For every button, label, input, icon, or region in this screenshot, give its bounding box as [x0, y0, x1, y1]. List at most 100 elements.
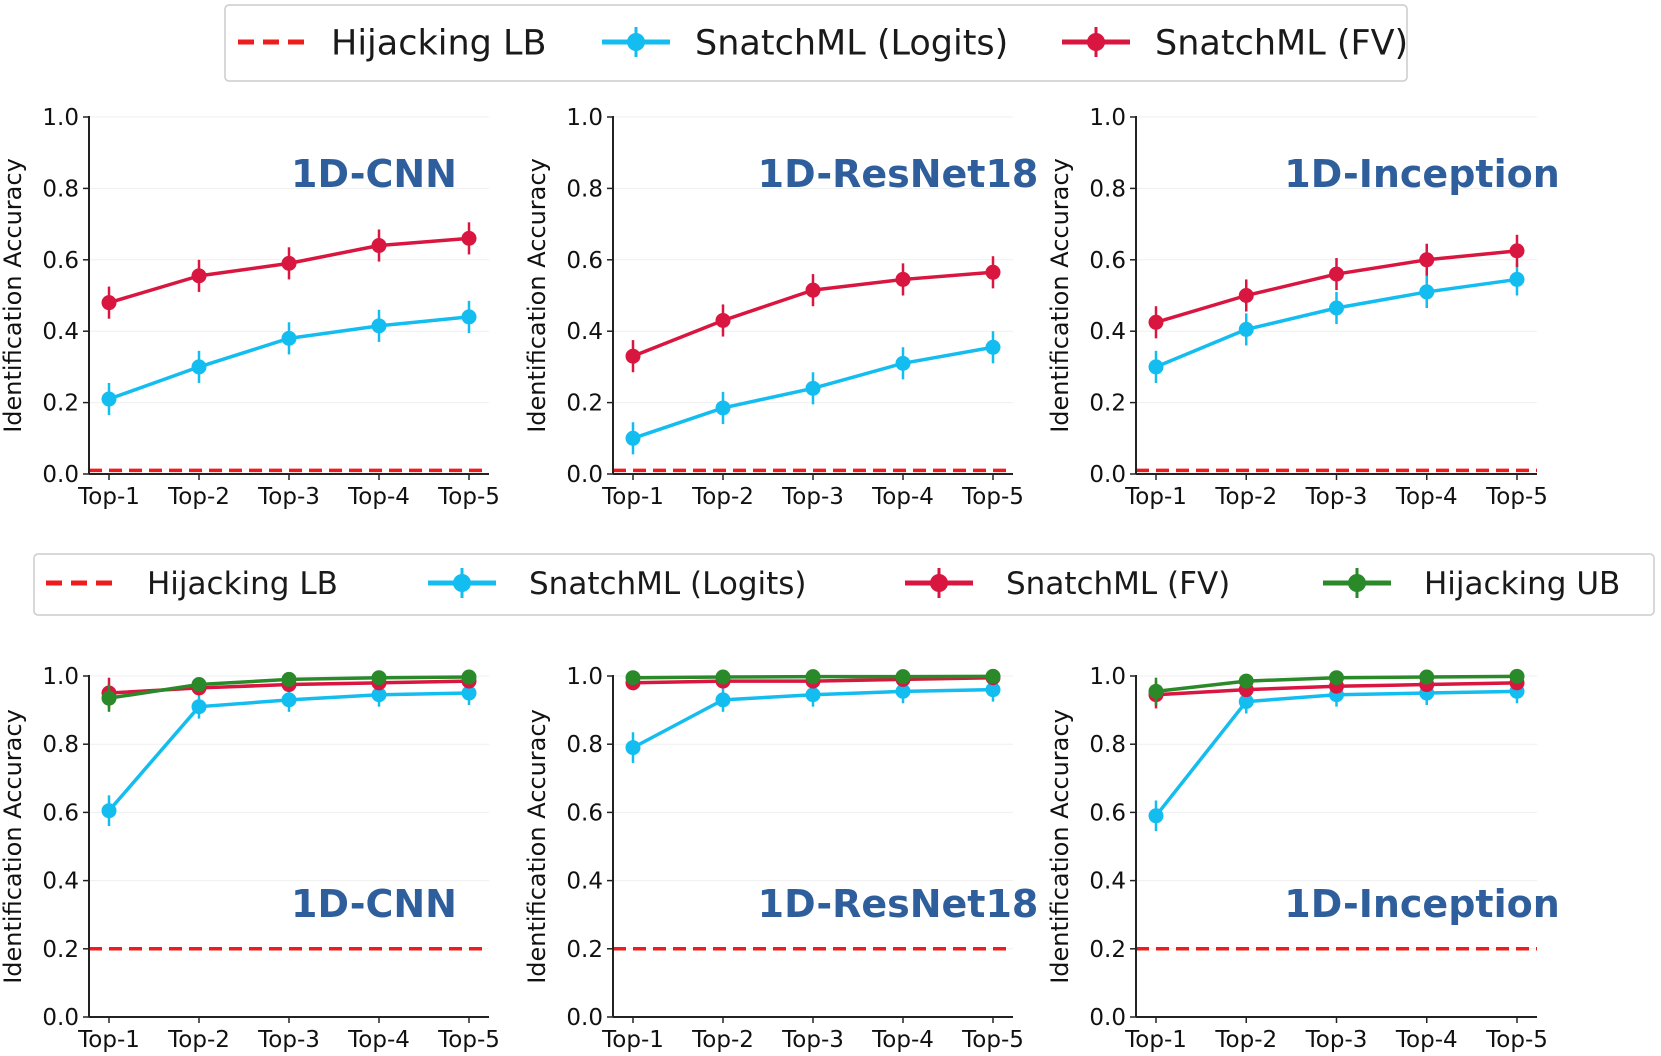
series-snatchml-logits — [101, 300, 477, 416]
legend-1: Hijacking LB SnatchML (Logits) SnatchML (F… — [224, 4, 1408, 82]
x-tick-label: Top-3 — [781, 1027, 844, 1053]
data-point — [1238, 288, 1254, 303]
x-tick-label: Top-3 — [257, 1027, 320, 1053]
data-point — [625, 740, 641, 756]
legend-2: Hijacking LB SnatchML (Logits) SnatchML (F… — [33, 553, 1655, 616]
y-tick-label: 0.2 — [1089, 937, 1126, 963]
data-point — [895, 683, 911, 699]
data-point — [805, 380, 821, 396]
y-tick-label: 1.0 — [566, 664, 603, 690]
panel-4-1d-cnn: 0.0 0.2 0.4 0.6 0.8 1.0 Top-1 Top-2 Top-3 Top-4 To… — [0, 664, 500, 1053]
legend-label-snatchml-logits: SnatchML (Logits) — [529, 566, 807, 602]
x-tick-label: Top-4 — [1395, 484, 1458, 510]
data-point — [1509, 271, 1525, 287]
data-point — [895, 271, 911, 287]
data-point — [805, 282, 821, 298]
y-tick-label: 0.2 — [566, 391, 603, 417]
data-point — [895, 669, 911, 685]
series-line-snatchml-logits — [1154, 689, 1518, 817]
data-point — [101, 391, 117, 407]
y-tick-label: 1.0 — [1089, 105, 1126, 131]
data-point — [1148, 808, 1164, 824]
data-point — [281, 692, 297, 708]
data-point — [625, 348, 641, 364]
y-tick-label: 1.0 — [42, 664, 79, 690]
series-hijacking-ub — [1148, 668, 1525, 705]
panel-6-1d-inception: 0.0 0.2 0.4 0.6 0.8 1.0 Top-1 Top-2 Top-3 Top-4 To… — [1046, 664, 1560, 1053]
panel-title: 1D-ResNet18 — [758, 882, 1039, 926]
legend-marker-hijacking-ub — [1348, 574, 1366, 592]
y-tick-label: 0.4 — [42, 319, 79, 345]
data-point — [281, 330, 297, 346]
legend-box — [33, 553, 1655, 616]
y-tick-label: 0.0 — [1089, 1005, 1126, 1031]
y-tick-label: 0.6 — [42, 800, 79, 826]
data-point — [1329, 670, 1344, 686]
legend-marker-snatchml-logits — [453, 574, 471, 592]
data-point — [1238, 673, 1254, 689]
x-tick-label: Top-2 — [167, 1027, 230, 1053]
x-tick-label: Top-2 — [691, 1027, 754, 1053]
panel-title: 1D-Inception — [1284, 882, 1560, 926]
data-point — [1148, 359, 1164, 375]
y-axis-label: Identification Accuracy — [1046, 158, 1074, 433]
x-tick-label: Top-2 — [167, 484, 230, 510]
data-point — [1419, 669, 1435, 685]
legend-label-hijacking-ub: Hijacking UB — [1424, 566, 1620, 602]
data-point — [1148, 683, 1164, 699]
data-point — [805, 687, 821, 703]
data-point — [715, 669, 731, 685]
data-point — [101, 295, 117, 311]
data-point — [1238, 321, 1254, 337]
y-tick-label: 0.6 — [1089, 248, 1126, 274]
data-point — [1329, 266, 1344, 282]
y-axis-label: Identification Accuracy — [523, 709, 551, 984]
series-snatchml-fv — [1148, 234, 1525, 339]
series-snatchml-fv — [101, 222, 477, 319]
y-tick-label: 0.8 — [42, 176, 79, 202]
legend-label-snatchml-fv: SnatchML (FV) — [1006, 566, 1230, 602]
data-point — [371, 687, 387, 703]
data-point — [461, 230, 477, 246]
y-tick-label: 0.4 — [1089, 319, 1126, 345]
y-tick-label: 0.8 — [1089, 176, 1126, 202]
y-tick-label: 0.0 — [1089, 462, 1126, 488]
x-tick-label: Top-5 — [1485, 484, 1548, 510]
data-point — [1148, 314, 1164, 330]
data-point — [985, 339, 1001, 355]
x-tick-label: Top-4 — [1395, 1027, 1458, 1053]
x-tick-label: Top-3 — [1305, 1027, 1368, 1053]
y-axis-label: Identification Accuracy — [0, 158, 27, 433]
data-point — [371, 318, 387, 334]
y-tick-label: 0.0 — [566, 1005, 603, 1031]
y-tick-label: 0.2 — [1089, 391, 1126, 417]
data-point — [1509, 668, 1525, 684]
data-point — [1419, 284, 1435, 300]
legend-label-snatchml-fv: SnatchML (FV) — [1155, 23, 1408, 63]
y-tick-label: 0.2 — [42, 391, 79, 417]
legend-label-snatchml-logits: SnatchML (Logits) — [695, 23, 1008, 63]
series-snatchml-logits — [101, 681, 477, 827]
x-tick-label: Top-1 — [77, 484, 140, 510]
y-tick-label: 0.4 — [566, 869, 603, 895]
y-tick-label: 0.0 — [42, 462, 79, 488]
y-tick-label: 0.4 — [566, 319, 603, 345]
panel-2-1d-resnet18: 0.0 0.2 0.4 0.6 0.8 1.0 Top-1 Top-2 Top-3 Top-4 To… — [523, 105, 1038, 510]
y-tick-label: 0.8 — [42, 732, 79, 758]
legend-marker-snatchml-fv — [1087, 33, 1105, 51]
x-tick-label: Top-5 — [961, 1027, 1024, 1053]
y-tick-label: 0.8 — [566, 176, 603, 202]
x-tick-label: Top-1 — [601, 484, 664, 510]
data-point — [1509, 243, 1525, 259]
panel-5-1d-resnet18: 0.0 0.2 0.4 0.6 0.8 1.0 Top-1 Top-2 Top-3 Top-4 To… — [523, 664, 1038, 1053]
y-tick-label: 0.8 — [1089, 732, 1126, 758]
x-tick-label: Top-3 — [257, 484, 320, 510]
series-snatchml-logits — [1148, 679, 1525, 832]
x-tick-label: Top-2 — [1214, 1027, 1277, 1053]
panel-title: 1D-ResNet18 — [758, 152, 1039, 196]
y-tick-label: 0.2 — [566, 937, 603, 963]
y-tick-label: 0.6 — [1089, 800, 1126, 826]
series-snatchml-logits — [625, 677, 1001, 763]
y-tick-label: 0.6 — [566, 800, 603, 826]
legend-box — [224, 4, 1408, 82]
